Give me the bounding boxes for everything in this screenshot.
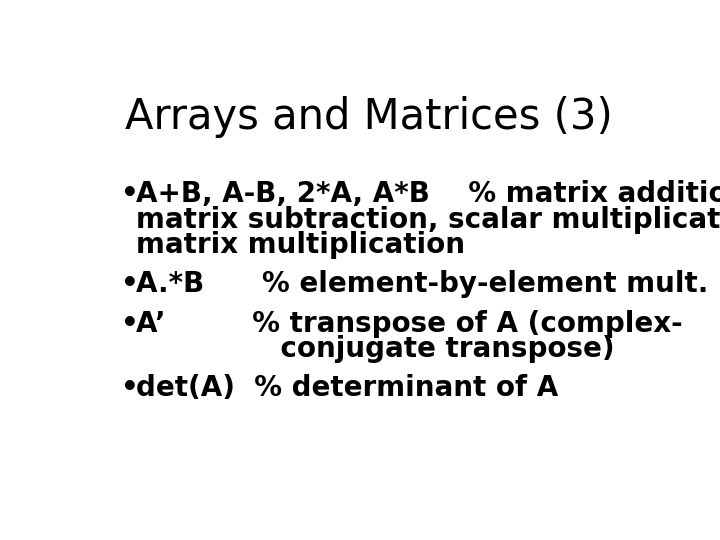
Text: A.*B      % element-by-element mult.: A.*B % element-by-element mult. xyxy=(137,271,709,299)
Text: •: • xyxy=(121,309,139,338)
Text: A’         % transpose of A (complex-: A’ % transpose of A (complex- xyxy=(137,309,683,338)
Text: det(A)  % determinant of A: det(A) % determinant of A xyxy=(137,374,559,402)
Text: •: • xyxy=(121,374,139,402)
Text: Arrays and Matrices (3): Arrays and Matrices (3) xyxy=(125,96,613,138)
Text: matrix multiplication: matrix multiplication xyxy=(137,231,466,259)
Text: conjugate transpose): conjugate transpose) xyxy=(137,335,615,363)
Text: •: • xyxy=(121,271,139,299)
Text: matrix subtraction, scalar multiplication,: matrix subtraction, scalar multiplicatio… xyxy=(137,206,720,234)
Text: •: • xyxy=(121,180,139,208)
Text: A+B, A-B, 2*A, A*B    % matrix addition,: A+B, A-B, 2*A, A*B % matrix addition, xyxy=(137,180,720,208)
